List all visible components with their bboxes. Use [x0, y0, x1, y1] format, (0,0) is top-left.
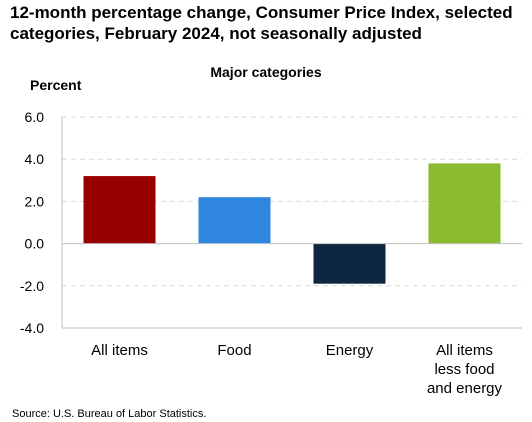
bar [428, 163, 501, 244]
x-category-label: All items less food and energy [427, 342, 503, 397]
y-axis-label: Percent [30, 77, 82, 93]
x-category-label: Food [217, 342, 251, 359]
source-note: Source: U.S. Bureau of Labor Statistics. [12, 408, 207, 420]
y-tick-label: -2.0 [20, 278, 44, 294]
axes [61, 117, 522, 329]
bars [83, 163, 501, 284]
x-category-labels: All items Food Energy All items less food and… [91, 342, 502, 397]
chart-title: 12-month percentage change, Consumer Pri… [10, 3, 513, 43]
chart-subtitle: Major categories [210, 64, 322, 80]
x-category-label: Energy [326, 342, 374, 359]
bar [313, 243, 386, 284]
y-tick-label: -4.0 [20, 320, 44, 336]
y-tick-label: 6.0 [25, 109, 45, 125]
x-category-label-line: All items [436, 342, 493, 359]
y-tick-label: 2.0 [25, 193, 45, 209]
x-category-label-line: All items [91, 342, 148, 359]
bar [198, 197, 271, 244]
y-tick-labels: 6.0 4.0 2.0 0.0 -2.0 -4.0 [20, 109, 44, 336]
x-category-label-line: Energy [326, 342, 374, 359]
x-category-label-line: less food [434, 361, 494, 378]
bar [83, 176, 156, 244]
x-category-label: All items [91, 342, 148, 359]
x-category-label-line: and energy [427, 380, 503, 397]
x-category-label-line: Food [217, 342, 251, 359]
y-tick-label: 4.0 [25, 151, 45, 167]
y-tick-label: 0.0 [25, 236, 45, 252]
